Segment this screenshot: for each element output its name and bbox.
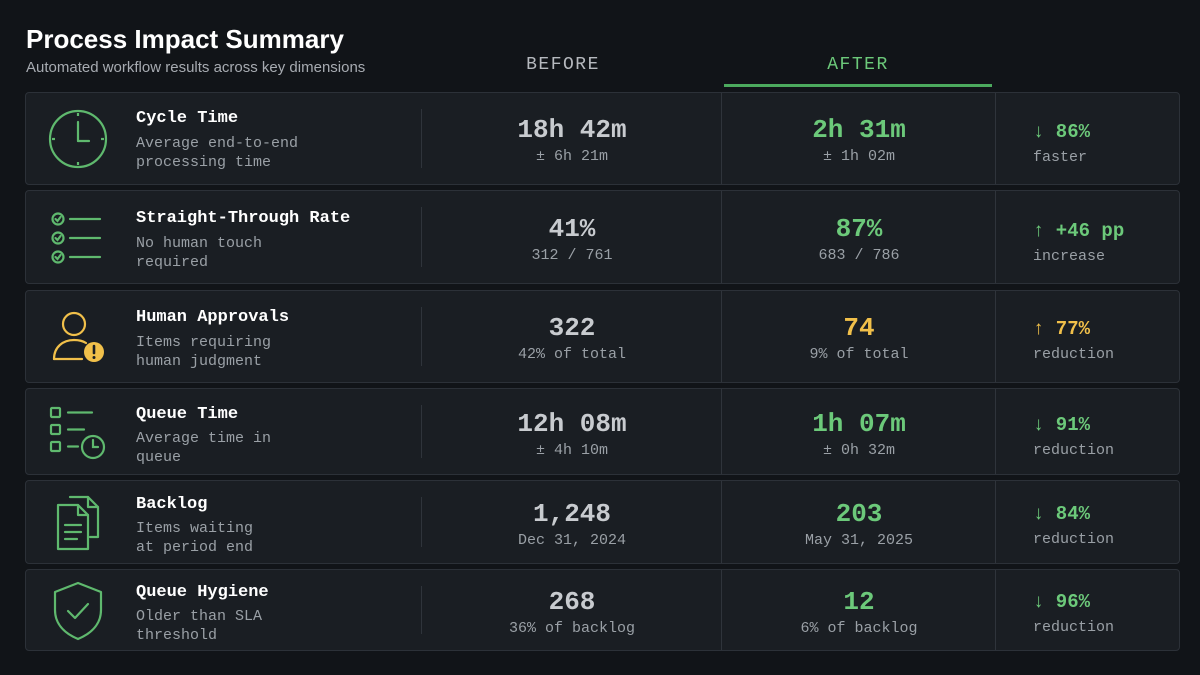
after-value: 74 9% of total — [809, 313, 909, 363]
metric-row-queue-time: Queue Time Average time in queue 12h 08m … — [25, 388, 1180, 475]
metric-description: Average time in queue — [136, 430, 272, 466]
metric-description: No human touch required — [136, 235, 263, 271]
user-alert-icon — [46, 305, 110, 369]
metric-row-cycle-time: Cycle Time Average end-to-end processing … — [25, 92, 1180, 185]
documents-icon — [46, 491, 110, 555]
metric-description: Items waiting at period end — [136, 520, 254, 556]
after-value: 12 6% of backlog — [800, 587, 918, 637]
divider — [995, 570, 996, 650]
after-value: 1h 07m ± 0h 32m — [812, 409, 906, 459]
before-value: 322 42% of total — [517, 313, 627, 363]
divider — [421, 307, 422, 366]
divider — [721, 291, 722, 382]
change-indicator: ↓ 86% faster — [1033, 121, 1091, 166]
change-indicator: ↓ 84% reduction — [1033, 503, 1115, 548]
column-header-after: AFTER — [724, 55, 992, 87]
queue-clock-icon — [46, 401, 110, 465]
change-indicator: ↑ 77% reduction — [1033, 318, 1115, 363]
divider — [421, 497, 422, 547]
metric-row-queue-hygiene: Queue Hygiene Older than SLA threshold 26… — [25, 569, 1180, 651]
divider — [995, 481, 996, 563]
divider — [721, 389, 722, 474]
metric-name: Human Approvals — [136, 308, 290, 327]
before-value: 41% 312 / 761 — [531, 214, 613, 264]
metric-row-backlog: Backlog Items waiting at period end 1,248… — [25, 480, 1180, 564]
divider — [721, 191, 722, 283]
metric-name: Cycle Time — [136, 109, 239, 128]
after-value: 87% 683 / 786 — [818, 214, 900, 264]
clock-icon — [46, 107, 110, 171]
page-subtitle: Automated workflow results across key di… — [26, 59, 366, 76]
before-value: 18h 42m ± 6h 21m — [517, 115, 627, 165]
divider — [995, 191, 996, 283]
divider — [995, 291, 996, 382]
metric-row-human-approvals: Human Approvals Items requiring human jud… — [25, 290, 1180, 383]
divider — [995, 93, 996, 184]
before-value: 12h 08m ± 4h 10m — [517, 409, 627, 459]
after-value: 2h 31m ± 1h 02m — [812, 115, 906, 165]
divider — [421, 207, 422, 267]
divider — [721, 93, 722, 184]
metric-name: Backlog — [136, 495, 208, 514]
divider — [421, 109, 422, 168]
before-value: 1,248 Dec 31, 2024 — [517, 499, 627, 549]
change-indicator: ↓ 96% reduction — [1033, 591, 1115, 636]
before-value: 268 36% of backlog — [508, 587, 636, 637]
metric-name: Queue Time — [136, 405, 239, 424]
metric-name: Straight-Through Rate — [136, 209, 351, 228]
divider — [421, 405, 422, 458]
shield-check-icon — [46, 579, 110, 643]
divider — [721, 570, 722, 650]
after-value: 203 May 31, 2025 — [804, 499, 914, 549]
metric-description: Items requiring human judgment — [136, 334, 272, 370]
divider — [421, 586, 422, 634]
metric-description: Average end-to-end processing time — [136, 135, 299, 171]
change-indicator: ↑ +46 pp increase — [1033, 220, 1125, 265]
divider — [995, 389, 996, 474]
column-header-before: BEFORE — [526, 55, 600, 75]
metric-row-straight-through-rate: Straight-Through Rate No human touch requ… — [25, 190, 1180, 284]
change-indicator: ↓ 91% reduction — [1033, 414, 1115, 459]
metric-name: Queue Hygiene — [136, 583, 269, 602]
checklist-icon — [46, 206, 110, 270]
divider — [721, 481, 722, 563]
metric-description: Older than SLA threshold — [136, 608, 263, 644]
page-title: Process Impact Summary — [26, 24, 344, 54]
